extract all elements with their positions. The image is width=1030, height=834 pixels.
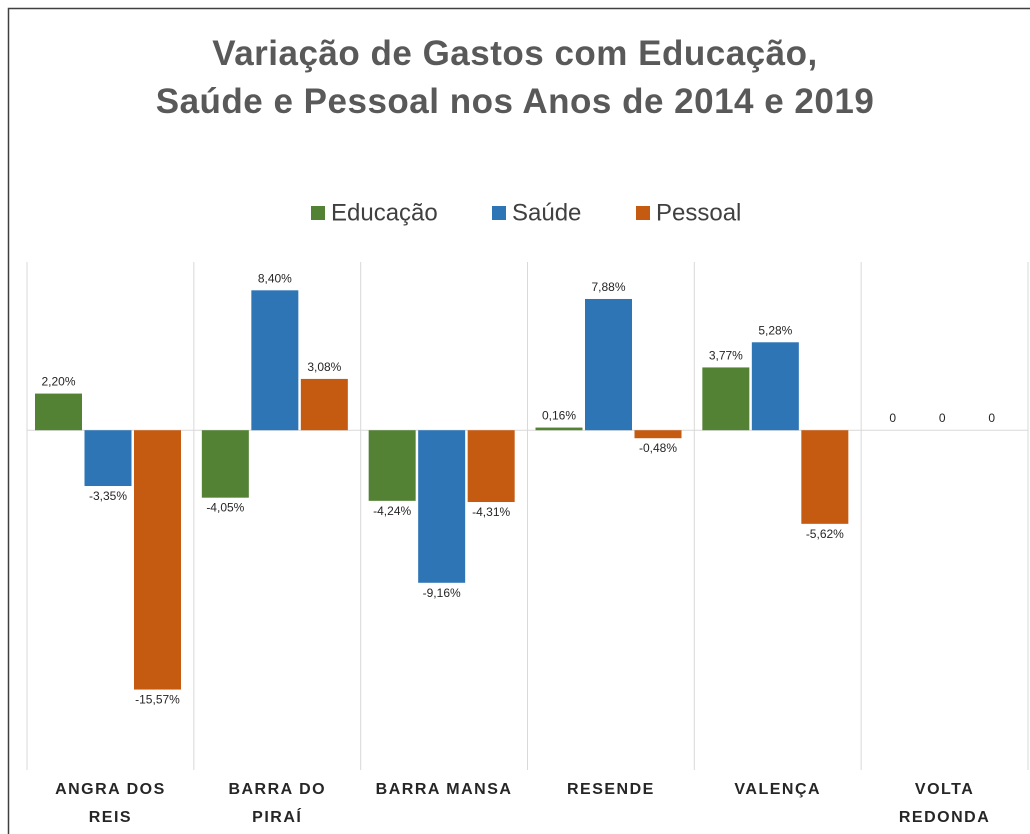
bar: [134, 430, 181, 690]
bar: [585, 298, 632, 431]
data-label: 5,28%: [758, 323, 792, 337]
bar: [418, 430, 466, 583]
data-label: 0: [889, 411, 896, 425]
x-tick-label: VOLTA REDONDA: [898, 781, 991, 826]
bar: [702, 367, 750, 431]
bar: [467, 430, 515, 503]
x-tick-label: VALENÇA: [734, 781, 822, 798]
data-label: -5,62%: [806, 527, 844, 541]
bar: [368, 430, 416, 501]
legend-label: Pessoal: [656, 199, 741, 226]
data-label: -3,35%: [89, 489, 127, 503]
legend-swatch: [636, 206, 650, 220]
bar: [251, 290, 299, 431]
x-tick-label: BARRA MANSA: [375, 781, 513, 798]
data-label: 0: [988, 411, 995, 425]
data-label: 2,20%: [41, 375, 75, 389]
bar: [751, 342, 799, 431]
chart-title: Variação de Gastos com Educação, Saúde e…: [155, 34, 875, 121]
legend-swatch: [311, 206, 325, 220]
x-tick-label: BARRA DO PIRAÍ: [228, 781, 327, 826]
data-label: 0: [939, 411, 946, 425]
data-label: -4,31%: [472, 505, 510, 519]
data-label: 8,40%: [258, 271, 292, 285]
data-label: -15,57%: [135, 693, 180, 707]
bar: [801, 430, 849, 524]
bar: [300, 378, 348, 431]
data-label: -4,24%: [373, 504, 411, 518]
chart-border: [7, 7, 1030, 834]
legend-swatch: [492, 206, 506, 220]
x-tick-label: ANGRA DOS REIS: [55, 781, 166, 826]
bar: [634, 430, 682, 439]
data-label: -4,05%: [206, 501, 244, 515]
bar: [535, 427, 583, 431]
bar: [201, 430, 249, 498]
data-label: 0,16%: [542, 409, 576, 423]
legend-label: Saúde: [512, 199, 581, 226]
data-label: 7,88%: [591, 280, 625, 294]
legend-label: Educação: [331, 199, 438, 226]
data-label: -0,48%: [639, 441, 677, 455]
x-tick-label: RESENDE: [566, 781, 655, 798]
data-label: 3,08%: [307, 360, 341, 374]
data-label: 3,77%: [709, 348, 743, 362]
bar: [84, 430, 132, 487]
bar: [35, 393, 82, 431]
data-label: -9,16%: [423, 586, 461, 600]
